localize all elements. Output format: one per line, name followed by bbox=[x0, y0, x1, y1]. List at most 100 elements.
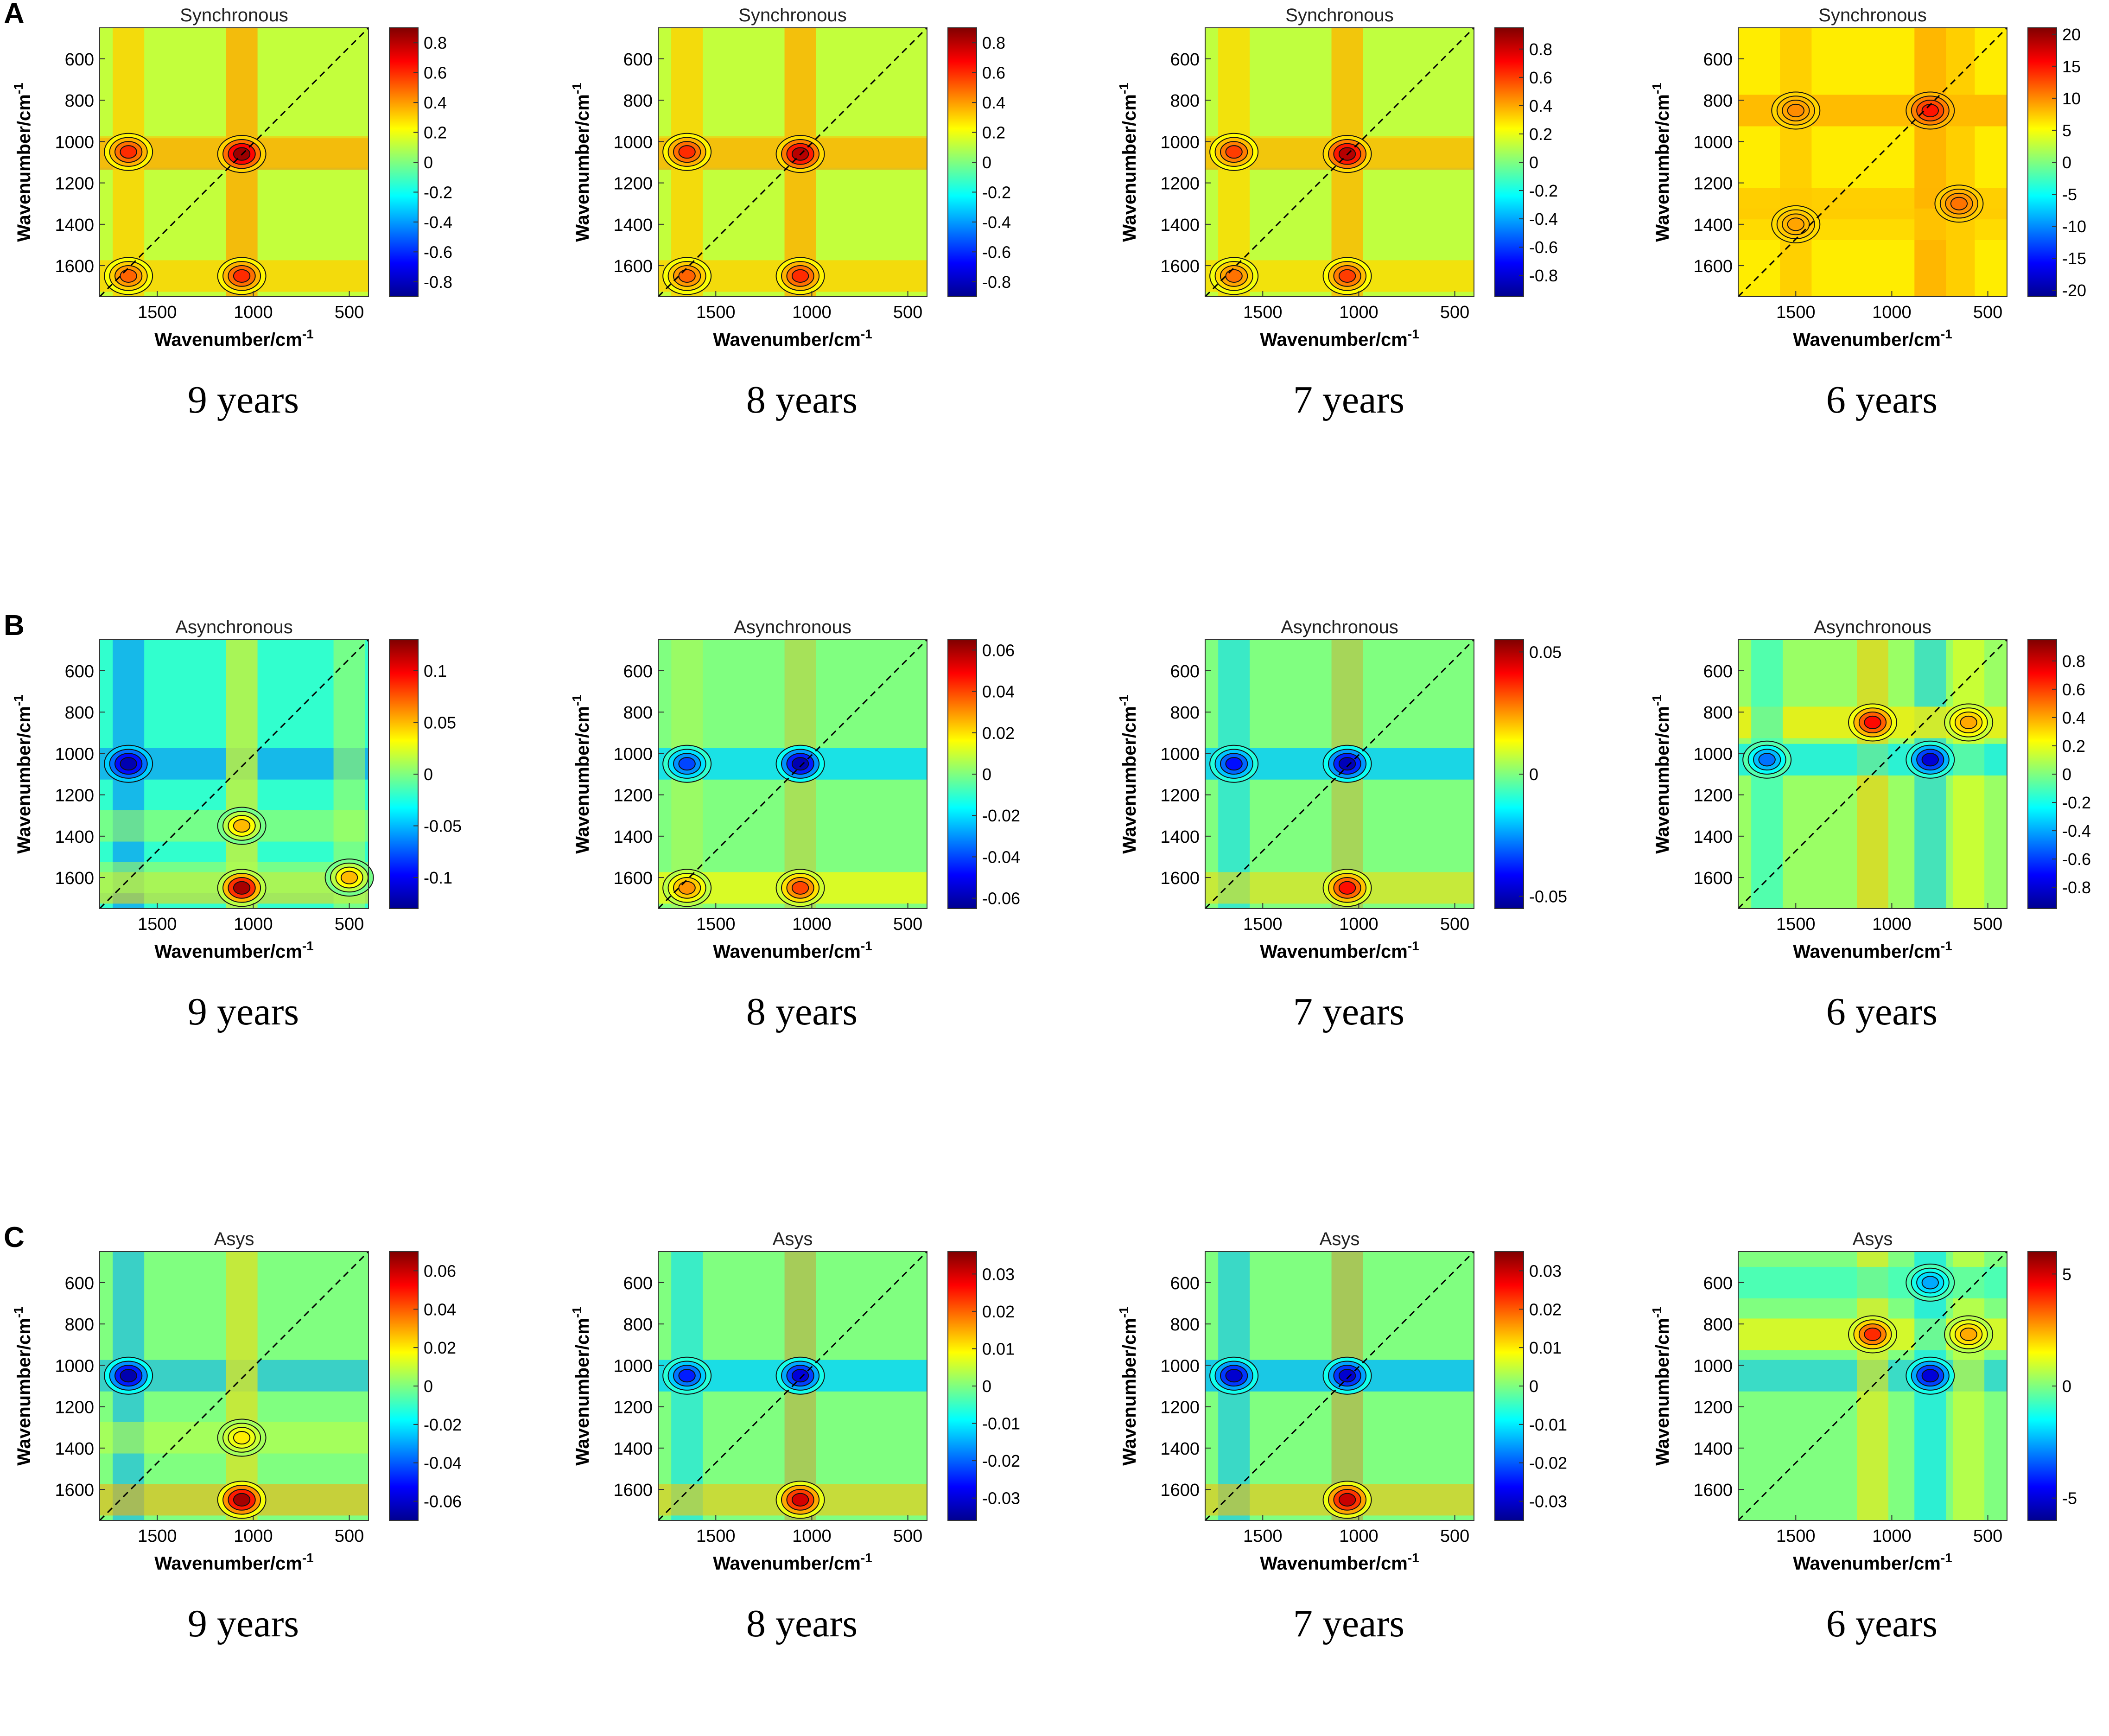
panel-caption: 6 years bbox=[1826, 1602, 1937, 1645]
colorbar bbox=[1494, 639, 1524, 909]
colorbar-tick-label: -0.6 bbox=[2062, 850, 2091, 869]
y-tick-label: 1400 bbox=[1160, 216, 1200, 235]
x-tick-label: 500 bbox=[893, 1526, 922, 1546]
panel-caption: 7 years bbox=[1293, 378, 1404, 421]
x-tick-label: 500 bbox=[893, 303, 922, 322]
peak-2-level-4 bbox=[233, 1493, 251, 1507]
y-tick-label: 1600 bbox=[55, 1481, 94, 1500]
colorbar-tick-label: 0.4 bbox=[1529, 96, 1552, 115]
plot-frame bbox=[1738, 639, 2007, 909]
x-axis-label-sup: -1 bbox=[1408, 327, 1419, 341]
x-axis-label: Wavenumber/cm-1 bbox=[713, 939, 872, 962]
colorbar-tick-label: 0.03 bbox=[1529, 1261, 1562, 1280]
peak-3-level-4 bbox=[233, 1431, 251, 1445]
colorbar bbox=[389, 27, 419, 297]
panel-a-3: Synchronous 600 800 1000 1200 1400 1600 1500 100… bbox=[1117, 5, 1558, 421]
colorbar-tick-label: -20 bbox=[2062, 281, 2086, 300]
plot-frame bbox=[658, 639, 927, 909]
colorbar-tick-label: 0.02 bbox=[1529, 1300, 1562, 1319]
diagonal-line bbox=[99, 27, 369, 298]
x-tick-label: 1500 bbox=[138, 303, 177, 322]
panel-b-2: Asynchronous 600 800 1000 1200 1400 1600 1500 10… bbox=[570, 617, 1020, 1033]
x-tick-label: 500 bbox=[335, 303, 364, 322]
colorbar-tick-label: 0 bbox=[424, 153, 433, 172]
colorbar-tick-label: 15 bbox=[2062, 57, 2081, 76]
diagonal-line bbox=[1204, 1251, 1475, 1521]
panel-caption: 8 years bbox=[746, 1602, 858, 1645]
panel-caption: 6 years bbox=[1826, 990, 1937, 1033]
y-tick-label: 800 bbox=[1170, 703, 1200, 723]
y-axis-label-sup: -1 bbox=[570, 1306, 584, 1318]
y-tick-label: 1000 bbox=[613, 1356, 653, 1376]
colorbar-tick-label: -0.2 bbox=[424, 183, 452, 202]
y-tick-label: 1400 bbox=[613, 216, 653, 235]
x-tick-label: 1000 bbox=[792, 303, 832, 322]
x-axis-label-sup: -1 bbox=[861, 939, 872, 953]
y-tick-label: 1200 bbox=[55, 174, 94, 194]
plot-frame bbox=[99, 1251, 369, 1521]
colorbar-tick-label: -0.2 bbox=[2062, 793, 2091, 812]
plot-frame bbox=[1205, 639, 1474, 909]
colorbar-tick-label: -0.05 bbox=[424, 817, 462, 836]
plot-frame bbox=[99, 639, 369, 909]
y-tick-label: 1200 bbox=[1160, 174, 1200, 194]
peak-3-level-4 bbox=[791, 881, 809, 895]
y-tick-label: 800 bbox=[623, 703, 653, 723]
x-axis-label-sup: -1 bbox=[302, 939, 314, 953]
y-tick-label: 600 bbox=[1170, 1274, 1200, 1293]
row-label-C: C bbox=[4, 1221, 25, 1253]
panel-caption: 7 years bbox=[1293, 1602, 1404, 1645]
y-tick-label: 800 bbox=[65, 91, 94, 111]
colorbar-tick-label: -0.4 bbox=[424, 213, 452, 232]
y-tick-label: 1600 bbox=[613, 257, 653, 276]
y-tick-label: 800 bbox=[1170, 1315, 1200, 1335]
colorbar-tick-label: -0.06 bbox=[982, 889, 1020, 908]
peak-4-level-4 bbox=[1921, 1276, 1939, 1290]
y-tick-label: 600 bbox=[1703, 662, 1733, 681]
colorbar-tick-label: 0.1 bbox=[424, 661, 447, 680]
y-axis-label-sup: -1 bbox=[11, 83, 25, 94]
y-tick-label: 1200 bbox=[613, 786, 653, 806]
panel-b-4: Asynchronous 600 800 1000 1200 1400 1600 1500 10… bbox=[1650, 617, 2091, 1033]
x-axis-label-sup: -1 bbox=[1408, 939, 1419, 953]
x-tick-label: 1500 bbox=[696, 915, 736, 934]
y-tick-label: 1000 bbox=[613, 744, 653, 764]
peak-4-level-4 bbox=[1787, 217, 1804, 231]
colorbar-tick-label: -0.6 bbox=[1529, 238, 1558, 257]
y-tick-label: 1400 bbox=[55, 216, 94, 235]
peak-2-level-4 bbox=[678, 1369, 696, 1383]
peak-3-level-4 bbox=[1960, 1327, 1977, 1342]
colorbar-tick-label: 0.2 bbox=[424, 123, 447, 142]
panel-title: Asynchronous bbox=[734, 617, 851, 637]
y-tick-label: 1400 bbox=[1160, 1439, 1200, 1459]
colorbar-tick-label: 0.2 bbox=[2062, 737, 2085, 756]
y-tick-label: 1600 bbox=[1160, 869, 1200, 888]
peak-4-level-4 bbox=[1225, 269, 1243, 283]
y-axis-label-sup: -1 bbox=[1650, 83, 1664, 94]
y-axis-label-sup: -1 bbox=[1117, 694, 1131, 706]
colorbar-tick-label: 0.05 bbox=[424, 713, 456, 732]
colorbar-tick-label: -0.01 bbox=[982, 1414, 1020, 1433]
y-tick-label: 1000 bbox=[1160, 744, 1200, 764]
y-tick-label: 800 bbox=[1703, 703, 1733, 723]
row-label-B: B bbox=[4, 610, 25, 642]
x-axis-label-sup: -1 bbox=[861, 327, 872, 341]
diagonal-line bbox=[1737, 639, 2008, 909]
panel-b-1: Asynchronous 600 800 1000 1200 1400 1600 1500 10… bbox=[11, 617, 462, 1033]
colorbar-tick-label: -0.1 bbox=[424, 868, 452, 887]
panel-a-1: Synchronous 600 800 1000 1200 1400 1600 1500 100… bbox=[11, 5, 452, 421]
panel-caption: 6 years bbox=[1826, 378, 1937, 421]
x-tick-label: 1500 bbox=[138, 1526, 177, 1546]
y-tick-label: 600 bbox=[1170, 50, 1200, 70]
y-tick-label: 600 bbox=[65, 1274, 94, 1293]
colorbar-tick-label: -0.02 bbox=[424, 1415, 462, 1434]
colorbar-tick-label: 0.4 bbox=[982, 93, 1005, 112]
colorbar bbox=[947, 639, 977, 909]
y-tick-label: 800 bbox=[65, 1315, 94, 1335]
colorbar bbox=[389, 1251, 419, 1521]
panel-b-3: Asynchronous 600 800 1000 1200 1400 1600 1500 10… bbox=[1117, 617, 1567, 1033]
band-vertical-1 bbox=[1914, 28, 1946, 297]
colorbar-tick-label: 0 bbox=[982, 153, 991, 172]
colorbar-tick-label: 0.02 bbox=[982, 1302, 1015, 1321]
